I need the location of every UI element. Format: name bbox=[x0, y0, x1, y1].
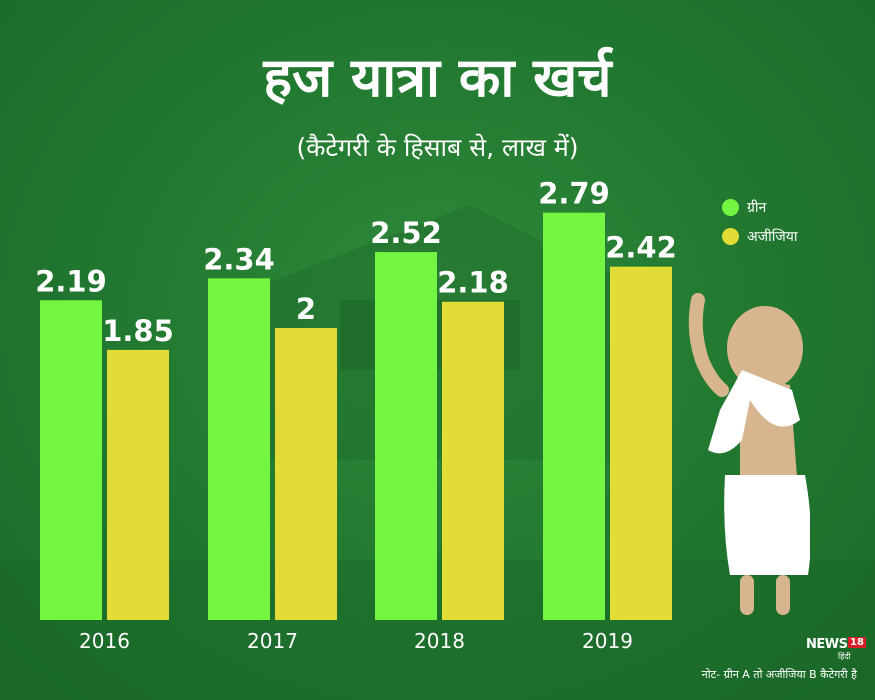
data-label-2018-green: 2.52 bbox=[370, 216, 442, 250]
data-label-2018-yellow: 2.18 bbox=[437, 266, 509, 300]
legend-swatch-yellow bbox=[722, 228, 739, 245]
bar-2019-green bbox=[543, 212, 605, 620]
bar-2017-green bbox=[208, 278, 270, 620]
x-tick-label-2017: 2017 bbox=[247, 629, 298, 653]
legend-label-green: ग्रीन bbox=[747, 200, 767, 216]
data-label-2017-green: 2.34 bbox=[203, 242, 275, 276]
bar-2018-yellow bbox=[442, 301, 504, 620]
footnote: नोट- ग्रीन A तो अजीजिया B कैटेगरी है bbox=[701, 668, 857, 681]
bar-2016-yellow bbox=[107, 349, 169, 620]
bar-2019-yellow bbox=[610, 266, 672, 620]
data-label-2016-yellow: 1.85 bbox=[102, 314, 174, 348]
x-tick-label-2019: 2019 bbox=[582, 629, 633, 653]
bar-2016-green bbox=[40, 300, 102, 620]
data-label-2019-yellow: 2.42 bbox=[605, 231, 677, 265]
bar-2018-green bbox=[375, 252, 437, 620]
legend-item-green: ग्रीन bbox=[722, 198, 766, 217]
data-label-2017-yellow: 2 bbox=[296, 292, 316, 326]
data-label-2016-green: 2.19 bbox=[35, 264, 107, 298]
news18-logo: NEWS 18 हिंदी bbox=[806, 637, 866, 661]
legend-label-yellow: अजीजिया bbox=[747, 229, 798, 245]
data-label-2019-green: 2.79 bbox=[538, 177, 610, 211]
bar-2017-yellow bbox=[275, 328, 337, 620]
legend-swatch-green bbox=[722, 199, 739, 216]
chart-subtitle: (कैटेगरी के हिसाब से, लाख में) bbox=[296, 133, 579, 162]
legend-item-yellow: अजीजिया bbox=[722, 227, 797, 246]
x-tick-label-2018: 2018 bbox=[414, 629, 465, 653]
chart-title: हज यात्रा का खर्च bbox=[263, 46, 612, 109]
x-tick-label-2016: 2016 bbox=[79, 629, 130, 653]
